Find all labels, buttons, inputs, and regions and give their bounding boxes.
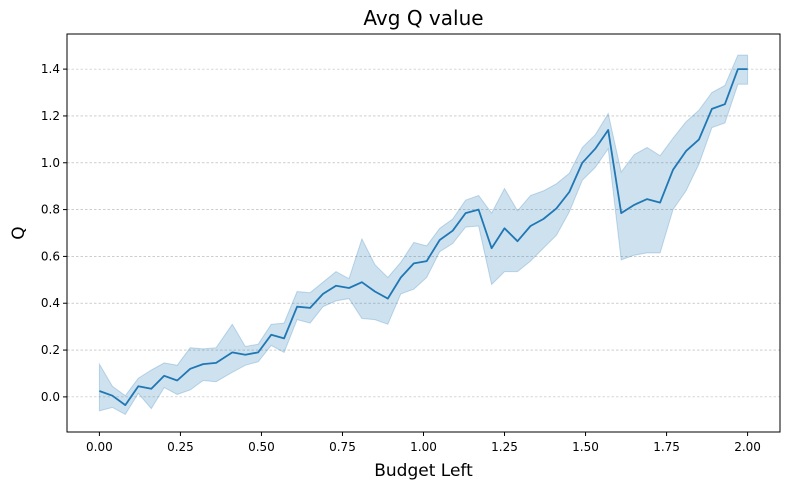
y-tick-label: 0.2 [41, 343, 60, 357]
y-tick-label: 1.0 [41, 156, 60, 170]
x-tick-label: 1.00 [410, 440, 437, 454]
x-tick-label: 2.00 [734, 440, 761, 454]
y-tick-label: 0.0 [41, 390, 60, 404]
grid-lines [67, 68, 780, 398]
y-tick-label: 0.8 [41, 203, 60, 217]
x-tick-label: 1.25 [491, 440, 518, 454]
chart-title: Avg Q value [363, 6, 483, 30]
confidence-band [98, 54, 749, 416]
y-tick-label: 1.4 [41, 62, 60, 76]
x-axis-title: Budget Left [374, 461, 473, 481]
x-tick-label: 0.75 [329, 440, 356, 454]
x-axis-ticks: 0.00 0.25 0.50 0.75 1.00 1.25 1.50 1.75 2.00 [86, 432, 761, 454]
y-axis-ticks: 0.0 0.2 0.4 0.6 0.8 1.0 1.2 1.4 [41, 62, 67, 404]
x-tick-label: 0.00 [86, 440, 113, 454]
mean-line [99, 68, 748, 407]
y-axis-title: Q [9, 226, 29, 239]
x-tick-label: 0.25 [167, 440, 194, 454]
y-tick-label: 1.2 [41, 109, 60, 123]
x-tick-label: 1.50 [572, 440, 599, 454]
y-tick-label: 0.6 [41, 249, 60, 263]
y-tick-label: 0.4 [41, 296, 60, 310]
confidence-band-layer [98, 54, 749, 416]
x-tick-label: 1.75 [653, 440, 680, 454]
x-tick-label: 0.50 [248, 440, 275, 454]
mean-line-layer [99, 68, 748, 407]
